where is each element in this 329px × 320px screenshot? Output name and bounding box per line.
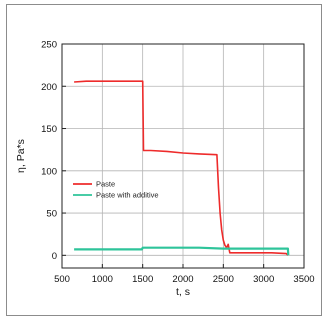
series-lines xyxy=(74,80,290,256)
chart-frame xyxy=(6,4,322,316)
y-tick-label: 200 xyxy=(41,82,57,93)
y-tick-label: 150 xyxy=(41,124,57,135)
series-line-paste-with-additive xyxy=(74,246,290,256)
y-axis-title: η, Pa*s xyxy=(15,139,27,173)
x-tick-label: 2500 xyxy=(213,274,234,285)
x-tick-label: 1500 xyxy=(132,274,153,285)
legend-label: Paste xyxy=(96,180,115,189)
x-tick-label: 2000 xyxy=(172,274,193,285)
x-tick-label: 1000 xyxy=(92,274,113,285)
x-tick-label: 500 xyxy=(54,274,70,285)
x-tick-label: 3500 xyxy=(293,274,314,285)
grid xyxy=(62,44,304,268)
legend-label: Paste with additive xyxy=(96,191,159,200)
x-axis-title: t, s xyxy=(176,286,190,298)
y-tick-label: 0 xyxy=(52,251,57,262)
series-line-paste xyxy=(74,80,289,256)
y-tick-label: 100 xyxy=(41,166,57,177)
axis-ticks: 500 1000 1500 2000 2500 3000 3500 0 50 100 150 200 2… xyxy=(41,40,314,286)
y-tick-label: 50 xyxy=(46,209,57,220)
x-tick-label: 3000 xyxy=(253,274,274,285)
y-tick-label: 250 xyxy=(41,40,57,51)
legend: Paste Paste with additive xyxy=(73,180,159,200)
